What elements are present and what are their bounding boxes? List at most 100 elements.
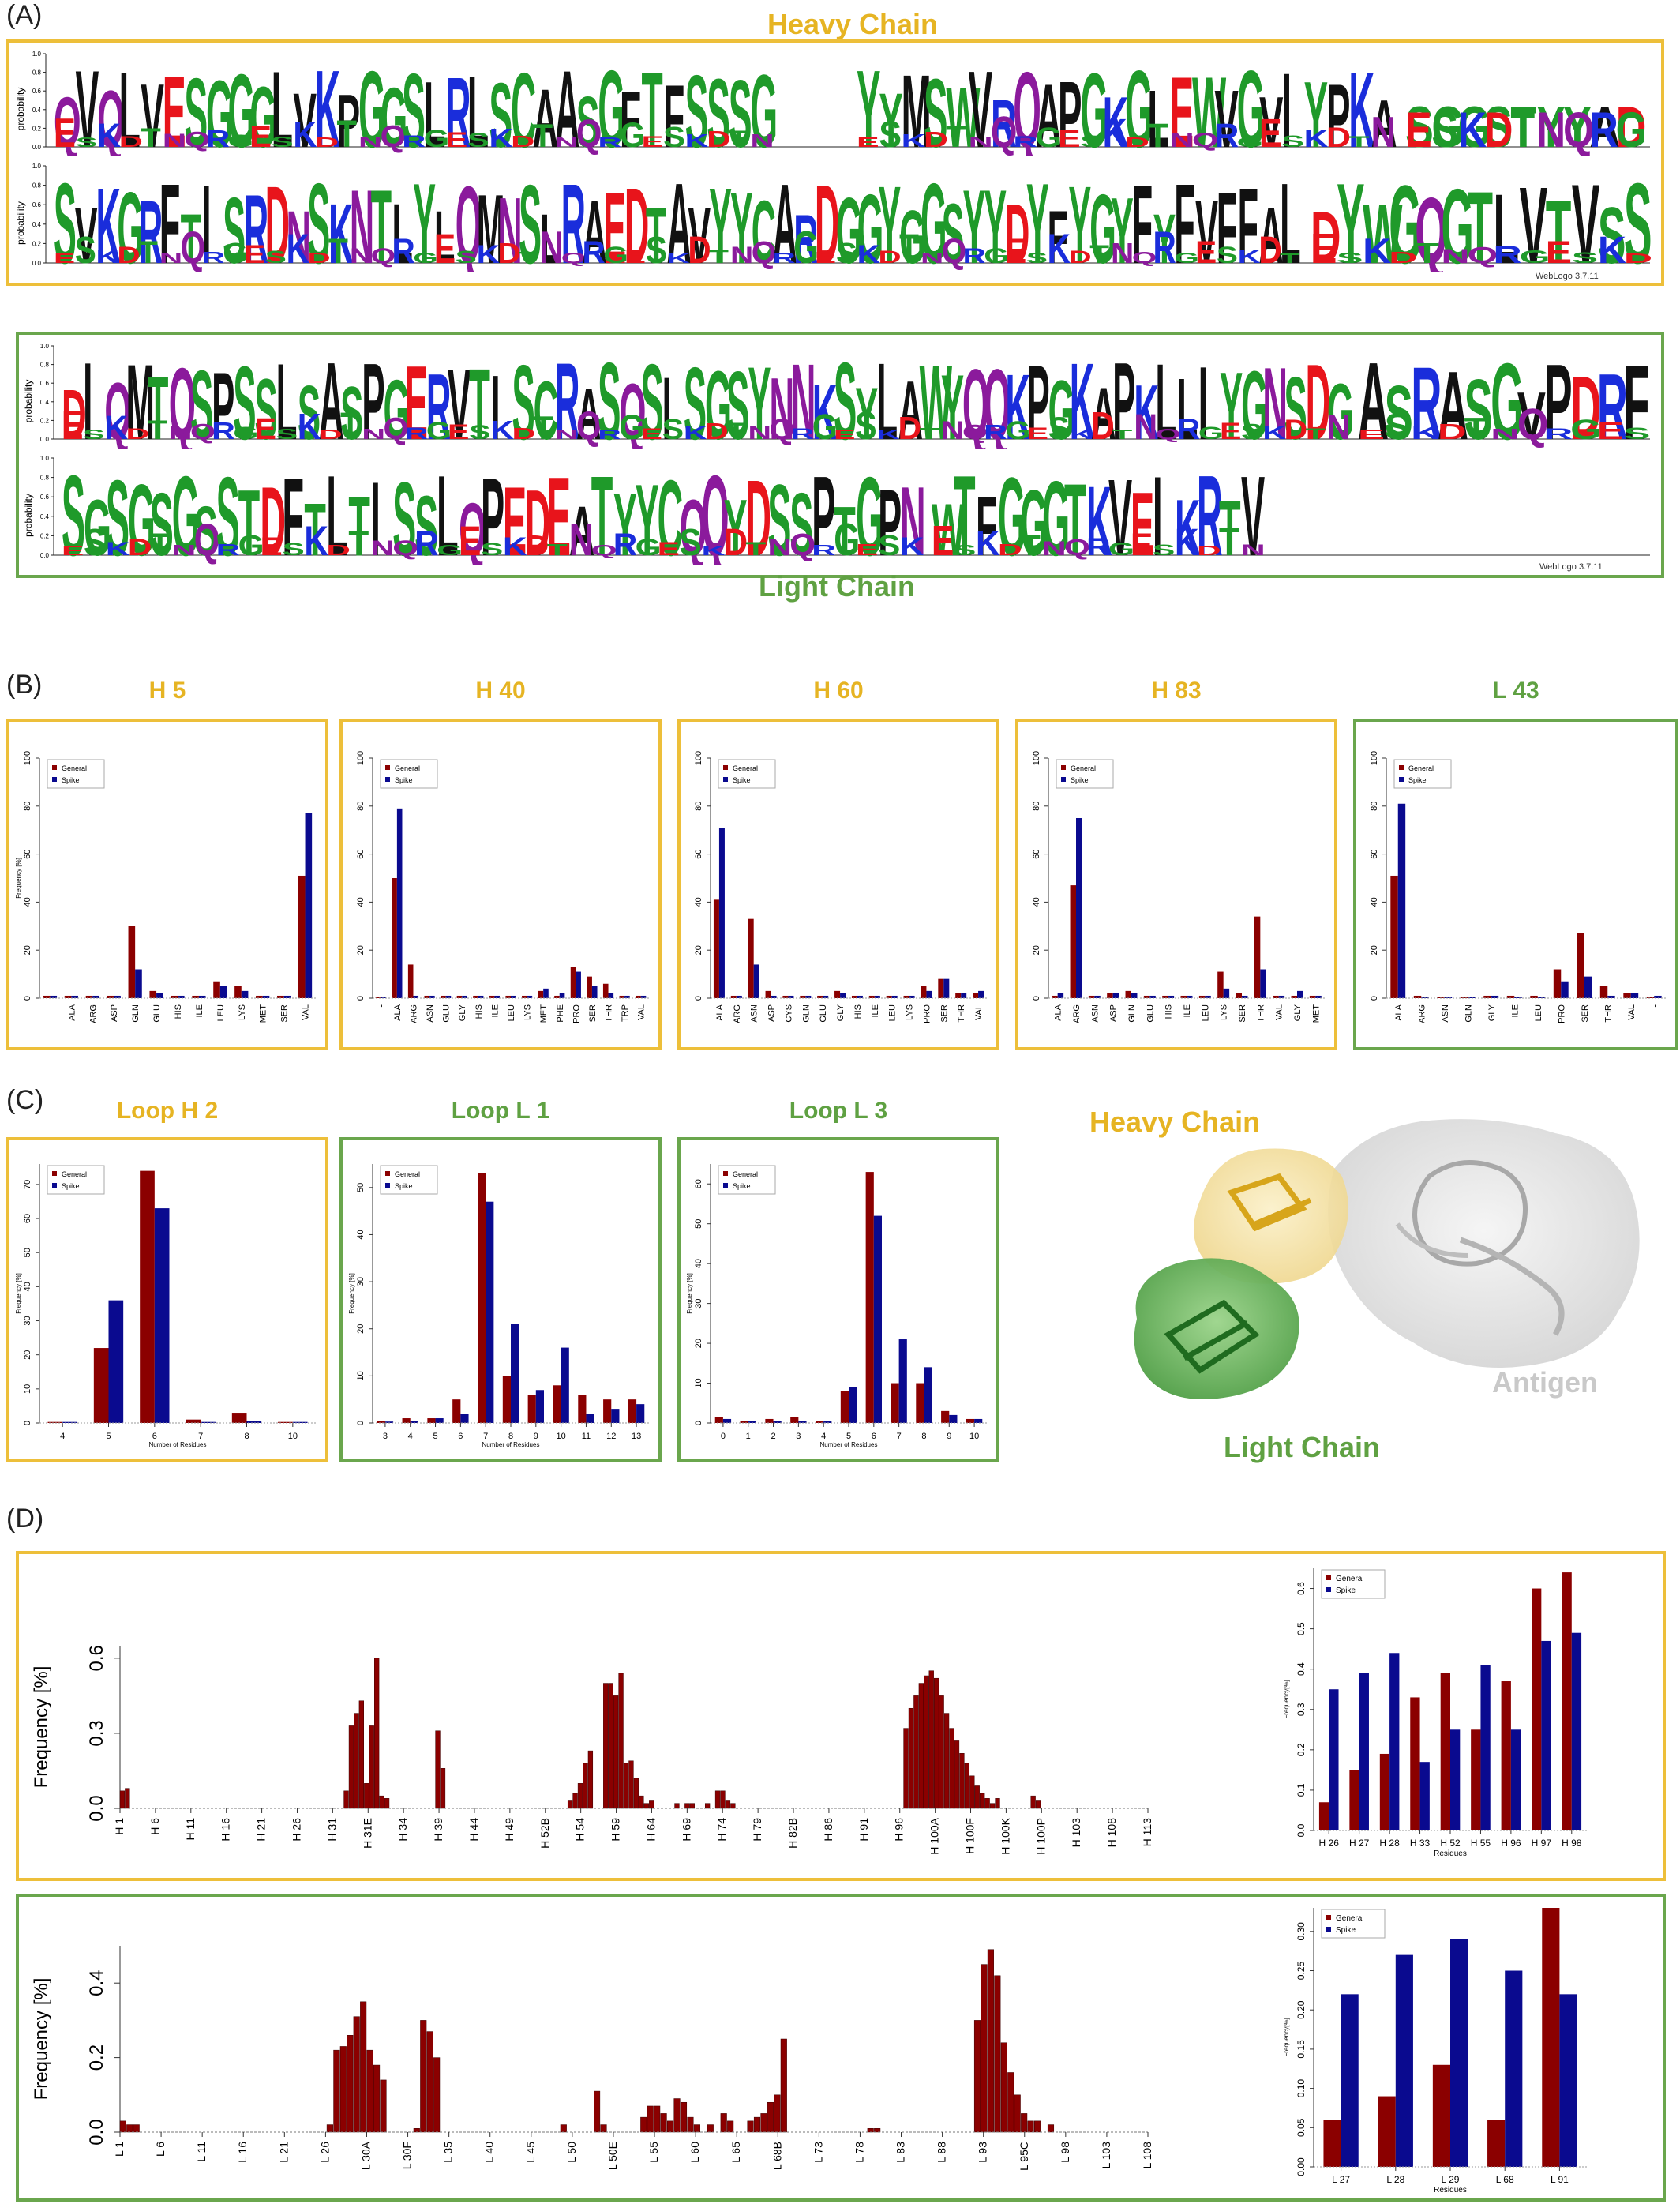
legend-general-swatch: [52, 1171, 57, 1176]
profile-bar: [959, 1753, 965, 1809]
x-tick-label: ASP: [767, 1004, 777, 1022]
bar-general-GLY: [834, 990, 841, 998]
bar-spike-HIS: [178, 995, 185, 998]
logo-residue: Y: [941, 355, 964, 449]
x-tick-label: 5: [433, 1432, 437, 1441]
logo-residue: F: [282, 455, 304, 565]
bar-spike-PHE: [559, 993, 565, 998]
bar-spike--: [50, 995, 58, 998]
bar-spike-13: [636, 1404, 645, 1423]
logo-residue: K: [1134, 370, 1159, 449]
x-tick-label: THR: [1256, 1004, 1266, 1023]
x-tick-label: ALA: [67, 1004, 77, 1020]
bar-spike-L 27: [1341, 1994, 1359, 2167]
logo-residue: L: [272, 49, 293, 156]
logo-residue: V: [293, 78, 317, 156]
logo-residue: L: [1147, 73, 1169, 156]
logo-residue: L: [119, 51, 141, 156]
logo-residue: Y: [1337, 160, 1365, 272]
bar-general-ILE: [489, 995, 495, 998]
bar-spike-7: [898, 1339, 907, 1423]
logo-residue-minor: Q: [769, 414, 794, 445]
logo-residue-minor: S: [1048, 410, 1070, 445]
logo-residue-minor: S: [855, 404, 876, 447]
logo-residue-minor: T: [1089, 240, 1109, 268]
bar-spike-GLY: [840, 993, 846, 998]
logo-residue-minor: Q: [381, 118, 406, 154]
panel-b-title-1: H 40: [475, 678, 526, 704]
logo-residue: Q: [104, 366, 131, 449]
logo-residue: T: [1510, 95, 1536, 156]
x-tick-label: LYS: [906, 1004, 915, 1020]
x-tick-label: H 21: [255, 1818, 268, 1842]
logo-ylabel: probability: [24, 380, 34, 423]
logo-residue-minor: D: [1438, 419, 1467, 445]
y-tick-label: 20: [23, 945, 32, 955]
bar-spike-VAL: [640, 995, 647, 998]
x-tick-label: 12: [606, 1432, 616, 1441]
profile-bar: [654, 2105, 661, 2133]
logo-residue: F: [663, 67, 684, 156]
logo-residue: F: [1048, 195, 1068, 272]
legend-box: [47, 1165, 105, 1195]
bar-spike-ARG: [413, 995, 419, 998]
logo-residue: P: [481, 455, 504, 565]
logo-residue-minor: N: [554, 134, 578, 150]
legend-spike-label: Spike: [62, 1182, 80, 1190]
logo-residue-minor: Q: [991, 108, 1017, 156]
logo-residue: K: [1070, 340, 1095, 449]
bar-spike-5: [108, 1300, 124, 1423]
logo-residue: N: [350, 167, 374, 272]
y-tick-label: 80: [1370, 802, 1379, 811]
x-tick-label: H 52B: [538, 1818, 551, 1849]
legend-general-swatch: [723, 765, 728, 770]
bar-general-VAL: [298, 875, 306, 998]
x-tick-label: 8: [508, 1432, 513, 1441]
weblogo-credit-heavy: WebLogo 3.7.11: [1536, 272, 1599, 281]
logo-residue: V: [1241, 452, 1265, 565]
light-zoom-chart-svg: 0.00 0.05 0.10 0.15 0.20 0.25 0.30 Frequency[%]…: [1283, 1908, 1587, 2195]
logo-residue-minor: N: [1441, 246, 1469, 268]
profile-bar: [366, 2049, 373, 2133]
logo-residue-minor: N: [730, 242, 753, 268]
heavy-residue-profile: 0.0 0.3 0.6 Frequency [%] H 1 H 6 H 11 H 16 H 21…: [19, 1627, 1164, 1864]
bar-spike-5: [435, 1418, 444, 1423]
panel-b-chart-3: 0 20 40 60 80 100 ALA ARG ASN ASP GLN GLU HIS ILE LEU L…: [1020, 745, 1333, 1046]
logo-residue: S: [223, 178, 246, 272]
x-tick-label: ALA: [1394, 1004, 1404, 1020]
profile-bar: [774, 2094, 781, 2133]
logo-residue: G: [1237, 47, 1266, 156]
x-tick-label: LEU: [1534, 1004, 1543, 1021]
profile-bar: [954, 1740, 960, 1809]
bar-spike-2: [773, 1421, 782, 1423]
bar-general-CYS: [782, 995, 789, 998]
y-tick-label: 10: [356, 1371, 366, 1380]
logo-residue-minor: T: [1280, 250, 1299, 266]
legend-spike-swatch: [723, 777, 728, 782]
bar-spike-PRO: [926, 990, 932, 998]
bar-general-PRO: [1553, 969, 1562, 998]
logo-residue: S: [184, 58, 208, 156]
logo-residue-minor: N: [172, 542, 197, 558]
logo-residue-minor: K: [1070, 426, 1093, 442]
logo-ytick-label: 0.2: [32, 240, 42, 247]
logo-residue-minor: E: [1131, 527, 1153, 561]
logo-residue-minor: R: [201, 249, 224, 267]
x-tick-label: GLN: [1464, 1004, 1473, 1023]
logo-residue-minor: E: [1311, 225, 1337, 272]
profile-bar: [348, 1725, 354, 1809]
logo-residue-minor: T: [899, 225, 919, 272]
bar-general-4: [816, 1421, 824, 1423]
profile-bar: [673, 2098, 681, 2133]
bar-general-GLY: [456, 995, 463, 998]
x-tick-label: GLN: [1127, 1004, 1137, 1023]
x-tick-label: PRO: [572, 1004, 581, 1023]
profile-bar: [613, 1695, 619, 1809]
logo-residue: E: [547, 455, 571, 565]
light-profile-frame: [16, 1894, 1666, 2202]
logo-residue-minor: D: [1258, 230, 1281, 272]
logo-residue-minor: S: [481, 540, 503, 559]
bar-spike-8: [246, 1421, 262, 1423]
y-tick-label: 0.4: [86, 1970, 107, 1996]
bar-general-HIS: [473, 995, 478, 998]
